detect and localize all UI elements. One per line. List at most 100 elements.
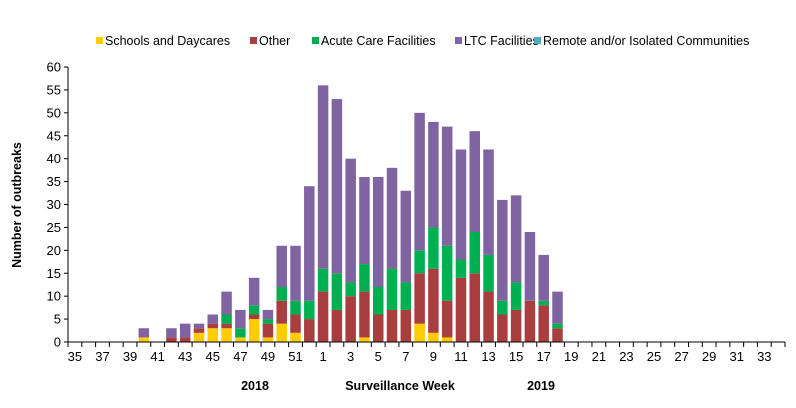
bar-segment-2-series-2 xyxy=(331,273,343,310)
x-tick-label: 15 xyxy=(509,349,523,364)
bar-segment-16-series-1 xyxy=(524,300,536,342)
bar-segment-14-series-3 xyxy=(497,199,508,301)
bar-segment-6-series-3 xyxy=(386,167,398,269)
bar-segment-52-series-1 xyxy=(304,319,315,342)
y-tick-label: 30 xyxy=(47,197,61,212)
x-tick-label: 49 xyxy=(261,349,275,364)
x-tick-label: 43 xyxy=(178,349,192,364)
bar-segment-13-series-1 xyxy=(483,291,494,342)
bar-segment-50-series-2 xyxy=(276,287,287,301)
bar-segment-44-series-0 xyxy=(193,332,205,342)
legend: Schools and Daycares Other Acute Care Faci… xyxy=(96,34,749,48)
bar-segment-48-series-0 xyxy=(248,319,260,342)
x-axis-title: Surveillance Week xyxy=(345,379,455,393)
x-tick-label: 41 xyxy=(150,349,164,364)
y-tick-label: 45 xyxy=(47,128,61,143)
x-tick-label: 29 xyxy=(702,349,716,364)
x-tick-label: 7 xyxy=(402,349,409,364)
y-tick-label: 55 xyxy=(47,82,61,97)
x-tick-label: 21 xyxy=(592,349,606,364)
bar-segment-50-series-1 xyxy=(276,300,287,324)
bar-segment-2-series-1 xyxy=(331,309,343,342)
bar-segment-47-series-0 xyxy=(235,337,246,342)
bar-segment-44-series-3 xyxy=(193,323,205,329)
x-tick-label: 27 xyxy=(674,349,688,364)
bar-segment-52-series-2 xyxy=(304,300,315,320)
y-tick-label: 60 xyxy=(47,60,61,75)
bar-segment-14-series-2 xyxy=(497,300,508,315)
bar-segment-5-series-3 xyxy=(372,177,384,287)
x-tick-label: 11 xyxy=(454,349,468,364)
y-tick-label: 35 xyxy=(47,174,61,189)
bar-segment-12-series-2 xyxy=(469,232,481,274)
y-tick-label: 15 xyxy=(47,266,61,281)
bar-segment-8-series-3 xyxy=(414,112,425,251)
x-tick-label: 51 xyxy=(288,349,302,364)
x-tick-label: 33 xyxy=(757,349,771,364)
y-axis-title: Number of outbreaks xyxy=(10,142,24,268)
bar-segment-8-series-0 xyxy=(414,323,425,342)
bar-segment-43-series-1 xyxy=(179,337,191,342)
bar-segment-9-series-0 xyxy=(428,332,439,342)
bar-segment-13-series-3 xyxy=(483,149,494,255)
legend-label: LTC Facilities xyxy=(464,34,539,48)
legend-label: Other xyxy=(259,34,290,48)
x-tick-label: 25 xyxy=(647,349,661,364)
legend-swatch xyxy=(312,37,319,44)
bar-segment-10-series-3 xyxy=(441,126,453,246)
y-tick-label: 10 xyxy=(47,289,61,304)
bar-segment-51-series-3 xyxy=(290,245,301,301)
bar-segment-46-series-1 xyxy=(221,323,232,329)
legend-swatch xyxy=(96,37,103,44)
bar-segment-42-series-3 xyxy=(166,328,177,338)
bar-segment-52-series-3 xyxy=(304,186,315,301)
bar-segment-1-series-2 xyxy=(317,268,329,292)
y-tick-label: 0 xyxy=(54,335,61,350)
x-tick-label: 3 xyxy=(347,349,354,364)
bars xyxy=(138,85,563,342)
bar-segment-47-series-3 xyxy=(235,309,246,329)
bar-segment-3-series-1 xyxy=(345,296,356,342)
x-tick-label: 9 xyxy=(430,349,437,364)
bar-segment-48-series-2 xyxy=(248,305,260,315)
bar-segment-49-series-0 xyxy=(262,337,274,342)
bar-segment-46-series-0 xyxy=(221,328,232,342)
bar-segment-47-series-2 xyxy=(235,328,246,338)
bar-segment-50-series-0 xyxy=(276,323,287,342)
bar-segment-11-series-1 xyxy=(455,277,467,342)
bar-segment-10-series-2 xyxy=(441,245,453,301)
bar-segment-10-series-1 xyxy=(441,300,453,338)
bar-segment-13-series-2 xyxy=(483,254,494,292)
bar-segment-2-series-3 xyxy=(331,99,343,274)
year-label-2018: 2018 xyxy=(241,379,269,393)
bar-segment-17-series-2 xyxy=(538,300,549,306)
bar-segment-48-series-1 xyxy=(248,314,260,320)
bar-segment-44-series-1 xyxy=(193,328,205,333)
bar-segment-15-series-1 xyxy=(510,309,522,342)
x-tick-label: 35 xyxy=(68,349,82,364)
y-tick-label: 25 xyxy=(47,220,61,235)
bar-segment-45-series-3 xyxy=(207,314,219,324)
bar-segment-3-series-2 xyxy=(345,282,356,297)
bar-segment-7-series-1 xyxy=(400,309,412,342)
legend-swatch xyxy=(250,37,257,44)
x-tick-label: 47 xyxy=(233,349,247,364)
bar-segment-18-series-1 xyxy=(552,328,563,342)
bar-segment-50-series-3 xyxy=(276,245,287,287)
bar-segment-40-series-0 xyxy=(138,337,150,342)
bar-segment-45-series-0 xyxy=(207,328,219,342)
bar-segment-4-series-2 xyxy=(359,264,370,292)
bar-segment-51-series-1 xyxy=(290,314,301,333)
x-tick-label: 45 xyxy=(206,349,220,364)
bar-segment-5-series-1 xyxy=(372,314,384,342)
x-tick-label: 17 xyxy=(536,349,550,364)
bar-segment-12-series-3 xyxy=(469,131,481,232)
legend-swatch xyxy=(455,37,462,44)
bar-segment-7-series-3 xyxy=(400,190,412,283)
bar-segment-4-series-0 xyxy=(359,337,370,342)
year-label-2019: 2019 xyxy=(527,379,555,393)
bar-segment-18-series-3 xyxy=(552,291,563,324)
bar-segment-4-series-3 xyxy=(359,177,370,265)
bar-segment-15-series-2 xyxy=(510,282,522,310)
x-tick-label: 5 xyxy=(375,349,382,364)
